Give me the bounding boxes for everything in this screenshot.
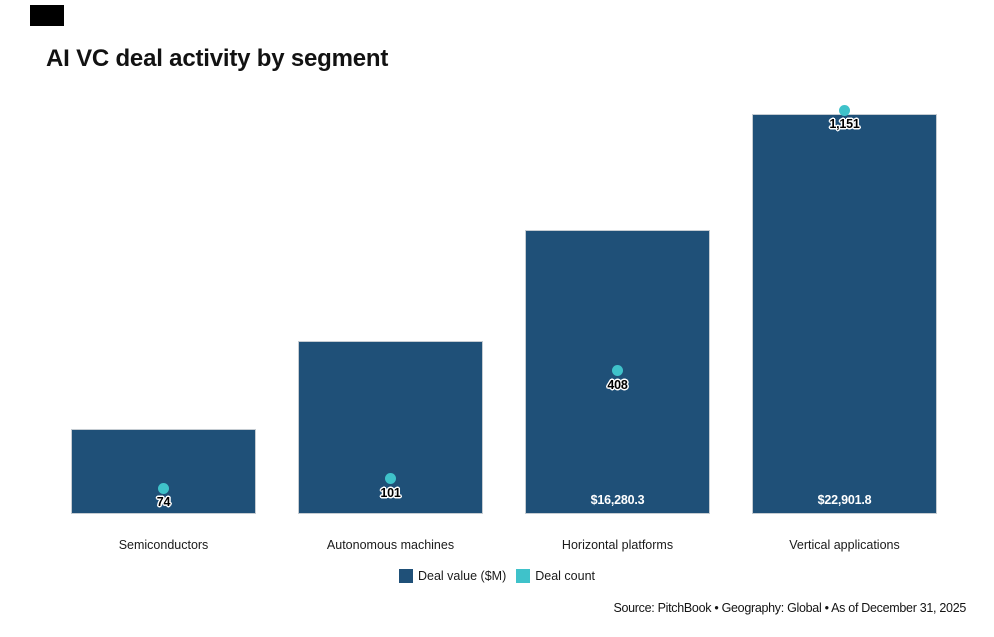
legend-swatch-icon bbox=[516, 569, 531, 583]
plot-area: 74 101 $16,280.3 408 $22,901.8 1,151 bbox=[71, 104, 937, 514]
category-axis: Semiconductors Autonomous machines Horizon… bbox=[0, 538, 994, 554]
deal-count-label: 1,151 bbox=[829, 117, 860, 131]
deal-count-dot[interactable] bbox=[839, 104, 850, 116]
bar-autonomous-machines[interactable] bbox=[298, 341, 483, 514]
bar-vertical-applications[interactable] bbox=[752, 114, 937, 514]
deal-count-label: 408 bbox=[607, 377, 628, 392]
source-attribution: Source: PitchBook • Geography: Global • … bbox=[613, 601, 966, 615]
legend-label: Deal value ($M) bbox=[418, 569, 507, 583]
deal-count-dot[interactable] bbox=[385, 473, 396, 485]
deal-count-label: 101 bbox=[380, 485, 401, 500]
deal-count-dot[interactable] bbox=[158, 482, 169, 494]
bar-value-label: $22,901.8 bbox=[817, 493, 872, 507]
category-label-horizontal-platforms: Horizontal platforms bbox=[561, 538, 674, 552]
chart-title: AI VC deal activity by segment bbox=[46, 45, 389, 72]
bar-semiconductors[interactable] bbox=[71, 429, 256, 514]
legend-item-deal-value-m-[interactable]: Deal value ($M) bbox=[399, 569, 506, 583]
deal-count-dot[interactable] bbox=[612, 365, 623, 377]
logo-placeholder bbox=[30, 5, 64, 26]
bar-value-label: $16,280.3 bbox=[590, 493, 645, 507]
category-label-autonomous-machines: Autonomous machines bbox=[326, 538, 455, 552]
category-label-semiconductors: Semiconductors bbox=[118, 538, 209, 552]
legend: Deal value ($M) Deal count bbox=[0, 569, 994, 583]
legend-label: Deal count bbox=[535, 569, 595, 583]
legend-swatch-icon bbox=[399, 569, 413, 583]
legend-item-deal-count[interactable]: Deal count bbox=[516, 569, 595, 583]
category-label-vertical-applications: Vertical applications bbox=[789, 538, 900, 552]
deal-count-label: 74 bbox=[156, 495, 171, 510]
